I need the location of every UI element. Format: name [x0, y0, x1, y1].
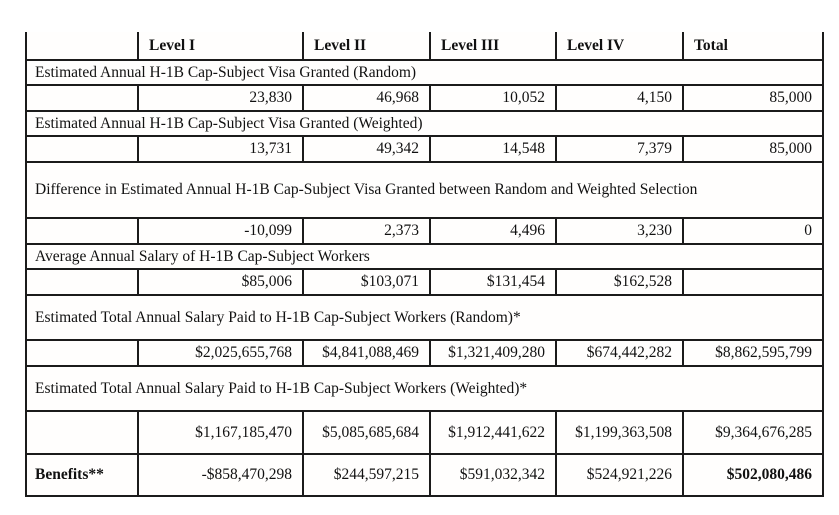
value-cell: 85,000	[682, 84, 824, 112]
section-label: Estimated Annual H-1B Cap-Subject Visa G…	[25, 110, 824, 137]
column-header-level-2: Level II	[302, 32, 431, 61]
value-cell: $2,025,655,768	[137, 339, 304, 367]
values-row-total-salary-random: $2,025,655,768 $4,841,088,469 $1,321,409…	[25, 339, 824, 367]
value-cell: $1,912,441,622	[429, 410, 557, 455]
value-cell: -$858,470,298	[137, 453, 304, 497]
value-cell: 7,379	[555, 135, 684, 163]
value-cell: 49,342	[302, 135, 431, 163]
value-cell: $1,167,185,470	[137, 410, 304, 455]
value-cell: $674,442,282	[555, 339, 684, 367]
values-row-granted-random: 23,830 46,968 10,052 4,150 85,000	[25, 84, 824, 112]
row-label-cell	[25, 135, 139, 163]
value-cell: 85,000	[682, 135, 824, 163]
row-label-cell	[25, 339, 139, 367]
section-label: Estimated Total Annual Salary Paid to H-…	[25, 365, 824, 412]
value-cell: 0	[682, 217, 824, 245]
value-cell: $162,528	[555, 268, 684, 296]
value-cell: 14,548	[429, 135, 557, 163]
row-label-cell	[25, 410, 139, 455]
value-cell: -10,099	[137, 217, 304, 245]
column-header-level-4: Level IV	[555, 32, 684, 61]
value-cell	[682, 268, 824, 296]
values-row-difference: -10,099 2,373 4,496 3,230 0	[25, 217, 824, 245]
section-row-granted-random: Estimated Annual H-1B Cap-Subject Visa G…	[25, 59, 824, 86]
value-cell: 13,731	[137, 135, 304, 163]
value-cell: $591,032,342	[429, 453, 557, 497]
value-cell: $85,006	[137, 268, 304, 296]
value-cell: 3,230	[555, 217, 684, 245]
row-label-cell	[25, 217, 139, 245]
benefits-total-cell: $502,080,486	[682, 453, 824, 497]
row-label-cell	[25, 268, 139, 296]
column-header-level-1: Level I	[137, 32, 304, 61]
column-header-level-3: Level III	[429, 32, 557, 61]
table-header-row: Level I Level II Level III Level IV Tota…	[25, 32, 824, 61]
values-row-average-salary: $85,006 $103,071 $131,454 $162,528	[25, 268, 824, 296]
section-row-total-salary-random: Estimated Total Annual Salary Paid to H-…	[25, 294, 824, 341]
value-cell: 4,496	[429, 217, 557, 245]
value-cell: $4,841,088,469	[302, 339, 431, 367]
value-cell: $244,597,215	[302, 453, 431, 497]
value-cell: 23,830	[137, 84, 304, 112]
section-label: Estimated Total Annual Salary Paid to H-…	[25, 294, 824, 341]
row-label-cell	[25, 84, 139, 112]
h1b-visa-table-container: Level I Level II Level III Level IV Tota…	[25, 32, 824, 497]
section-row-total-salary-weighted: Estimated Total Annual Salary Paid to H-…	[25, 365, 824, 412]
value-cell: $103,071	[302, 268, 431, 296]
values-row-granted-weighted: 13,731 49,342 14,548 7,379 85,000	[25, 135, 824, 163]
benefits-row-label: Benefits**	[25, 453, 139, 497]
value-cell: $1,199,363,508	[555, 410, 684, 455]
h1b-visa-table: Level I Level II Level III Level IV Tota…	[25, 32, 824, 497]
value-cell: 4,150	[555, 84, 684, 112]
value-cell: $131,454	[429, 268, 557, 296]
value-cell: 10,052	[429, 84, 557, 112]
column-header-empty	[25, 32, 139, 61]
values-row-benefits: Benefits** -$858,470,298 $244,597,215 $5…	[25, 453, 824, 497]
value-cell: 46,968	[302, 84, 431, 112]
section-row-difference: Difference in Estimated Annual H-1B Cap-…	[25, 161, 824, 219]
section-label: Estimated Annual H-1B Cap-Subject Visa G…	[25, 59, 824, 86]
section-label: Average Annual Salary of H-1B Cap-Subjec…	[25, 243, 824, 270]
value-cell: 2,373	[302, 217, 431, 245]
value-cell: $524,921,226	[555, 453, 684, 497]
section-row-average-salary: Average Annual Salary of H-1B Cap-Subjec…	[25, 243, 824, 270]
value-cell: $8,862,595,799	[682, 339, 824, 367]
section-row-granted-weighted: Estimated Annual H-1B Cap-Subject Visa G…	[25, 110, 824, 137]
values-row-total-salary-weighted: $1,167,185,470 $5,085,685,684 $1,912,441…	[25, 410, 824, 455]
value-cell: $1,321,409,280	[429, 339, 557, 367]
column-header-total: Total	[682, 32, 824, 61]
value-cell: $5,085,685,684	[302, 410, 431, 455]
value-cell: $9,364,676,285	[682, 410, 824, 455]
section-label: Difference in Estimated Annual H-1B Cap-…	[25, 161, 824, 219]
